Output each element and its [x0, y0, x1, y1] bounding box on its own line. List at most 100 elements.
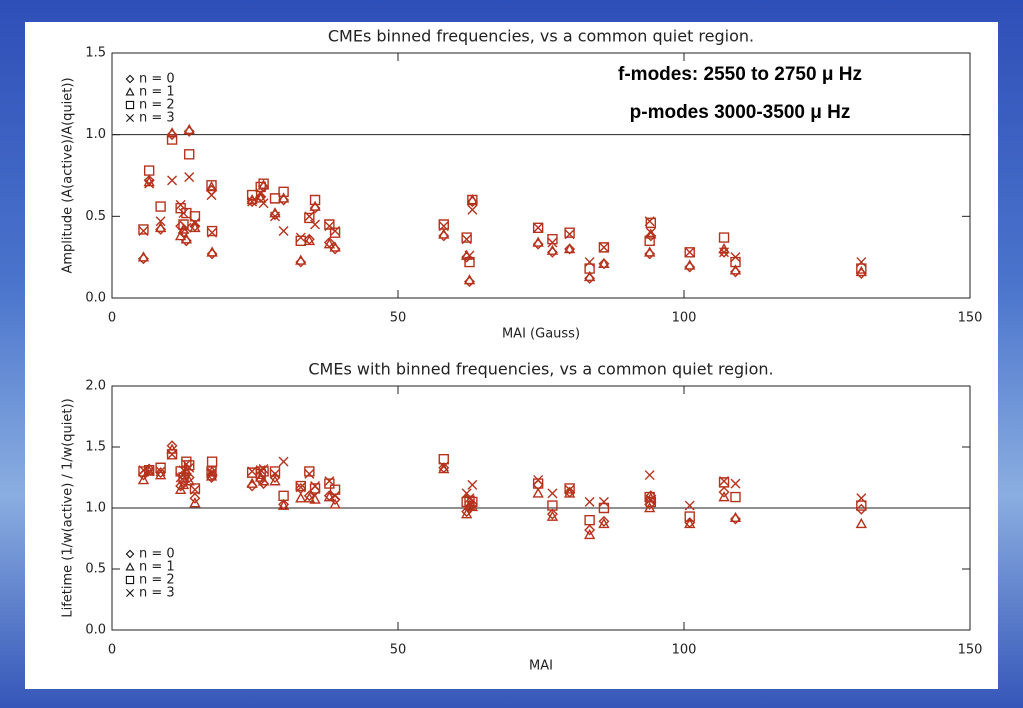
data-point [563, 243, 576, 254]
data-point [855, 503, 867, 515]
data-point [323, 491, 336, 502]
y-tick-label: 1.5 [85, 46, 106, 61]
data-point [269, 466, 281, 477]
data-point [329, 498, 341, 509]
data-point [684, 511, 695, 522]
y-axis-label: Lifetime (1/w(active) / 1/w(quiet)) [61, 398, 76, 617]
y-axis-label: Amplitude (A(active)/A(quiet)) [61, 77, 76, 273]
legend-symbol [125, 549, 135, 559]
data-point [564, 227, 575, 238]
data-point [144, 178, 155, 189]
data-point [464, 250, 475, 261]
data-point [564, 243, 576, 255]
legend-symbol [126, 114, 134, 122]
data-point [184, 172, 195, 183]
data-point [309, 200, 321, 211]
data-point [166, 134, 178, 145]
annotation: f-modes: 2550 to 2750 μ Hz [618, 64, 862, 85]
data-point [278, 226, 289, 237]
data-point [166, 443, 178, 454]
data-point [532, 222, 544, 233]
data-point [718, 477, 730, 488]
x-axis-label: MAI (Gauss) [502, 327, 580, 342]
data-point [584, 515, 595, 526]
data-point [598, 242, 609, 253]
data-point [269, 193, 281, 204]
data-point [278, 456, 289, 467]
data-point [137, 251, 150, 262]
legend-label: n = 2 [139, 98, 175, 113]
data-point [189, 217, 200, 228]
data-point [645, 228, 657, 239]
data-point [323, 236, 335, 248]
data-point [564, 229, 575, 240]
data-point [463, 274, 476, 285]
data-point [438, 221, 449, 232]
y-tick-label: 1.5 [85, 440, 106, 455]
y-tick-label: 0.0 [85, 291, 106, 306]
x-tick-label: 50 [390, 643, 407, 658]
data-point [278, 490, 289, 501]
data-point [855, 265, 868, 277]
data-point [304, 211, 315, 222]
data-point [730, 491, 741, 503]
data-point [584, 257, 595, 268]
y-tick-label: 0.5 [85, 209, 106, 224]
x-tick-label: 0 [108, 643, 116, 658]
legend-symbol [125, 74, 135, 84]
data-point [206, 456, 218, 467]
data-point [206, 468, 217, 479]
data-point [207, 227, 218, 238]
data-point [155, 201, 166, 212]
legend-label: n = 1 [139, 560, 175, 575]
data-point [323, 238, 336, 249]
data-point [719, 476, 730, 487]
data-point [258, 178, 269, 189]
data-point [166, 127, 178, 138]
data-point [174, 483, 187, 494]
x-tick-label: 100 [672, 311, 697, 326]
data-point [598, 258, 610, 270]
data-point [719, 247, 730, 258]
data-point [189, 492, 201, 504]
data-point [155, 466, 166, 477]
data-point [532, 236, 544, 247]
data-point [856, 257, 867, 268]
data-point [310, 481, 321, 492]
data-point [467, 496, 478, 508]
data-point [644, 491, 655, 503]
data-point [138, 226, 149, 237]
data-point [546, 244, 559, 255]
data-point [167, 449, 178, 460]
data-point [255, 188, 266, 199]
data-point [730, 252, 741, 263]
data-point [189, 483, 201, 494]
data-point [303, 233, 315, 245]
data-point [206, 180, 217, 191]
data-point [684, 500, 695, 511]
data-point [175, 199, 186, 210]
data-point [303, 490, 315, 502]
legend-symbol [125, 562, 135, 571]
data-point [183, 123, 195, 135]
data-point [270, 211, 281, 222]
data-point [278, 186, 289, 198]
data-point [467, 204, 478, 215]
legend-label: n = 0 [139, 72, 175, 87]
data-point [295, 482, 306, 493]
data-point [155, 216, 166, 227]
legend-label: n = 1 [139, 85, 175, 100]
data-point [138, 224, 149, 235]
data-point [644, 216, 655, 227]
data-point [718, 486, 730, 498]
legend-label: n = 0 [139, 547, 175, 562]
data-point [856, 500, 867, 511]
data-point [645, 227, 656, 238]
data-point [584, 496, 595, 507]
data-point [255, 181, 266, 193]
data-point [189, 497, 201, 508]
data-point [246, 477, 258, 488]
data-point [584, 524, 596, 536]
data-point [329, 241, 341, 252]
